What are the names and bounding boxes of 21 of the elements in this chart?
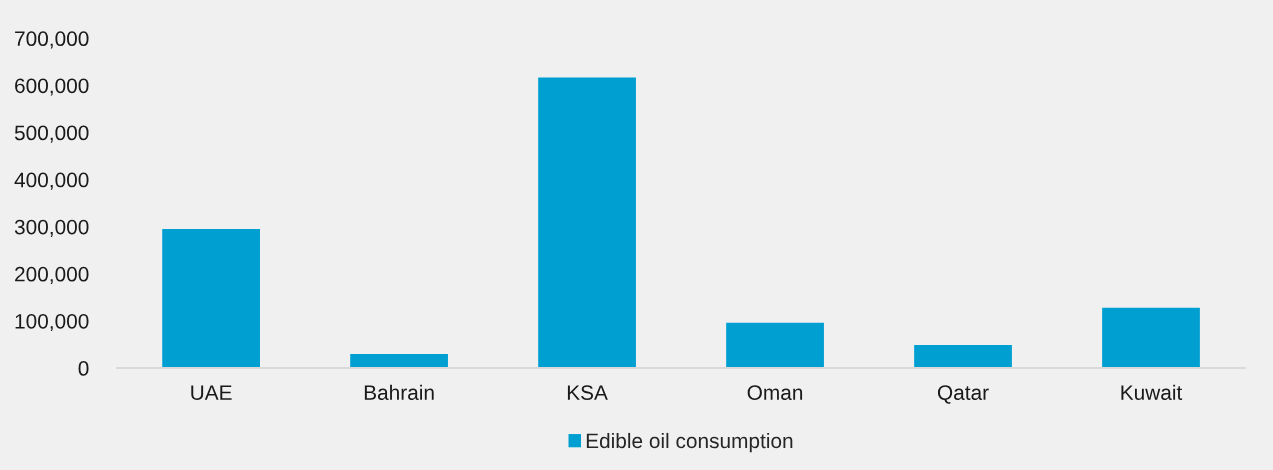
legend-label: Edible oil consumption <box>586 432 793 453</box>
y-tick-label: 400,000 <box>14 172 89 190</box>
x-tick-label: KSA <box>567 385 608 400</box>
y-tick-label: 300,000 <box>14 219 89 237</box>
bar <box>350 353 448 369</box>
x-tick-label: Bahrain <box>364 384 434 400</box>
bar <box>162 229 260 369</box>
bar <box>726 322 824 369</box>
x-tick-label: UAE <box>191 385 232 400</box>
y-tick-label: 600,000 <box>15 78 89 96</box>
y-tick-label: 0 <box>78 361 89 376</box>
x-tick-label: Oman <box>747 385 803 400</box>
y-tick-label: 700,000 <box>15 31 89 49</box>
x-tick-label: Qatar <box>937 385 989 404</box>
x-tick-label: Kuwait <box>1121 384 1183 400</box>
bar <box>1102 307 1200 369</box>
y-tick-label: 500,000 <box>14 125 89 143</box>
y-tick-label: 100,000 <box>15 313 89 332</box>
bar <box>914 344 1012 369</box>
y-tick-label: 200,000 <box>15 266 89 285</box>
bar <box>538 77 636 369</box>
